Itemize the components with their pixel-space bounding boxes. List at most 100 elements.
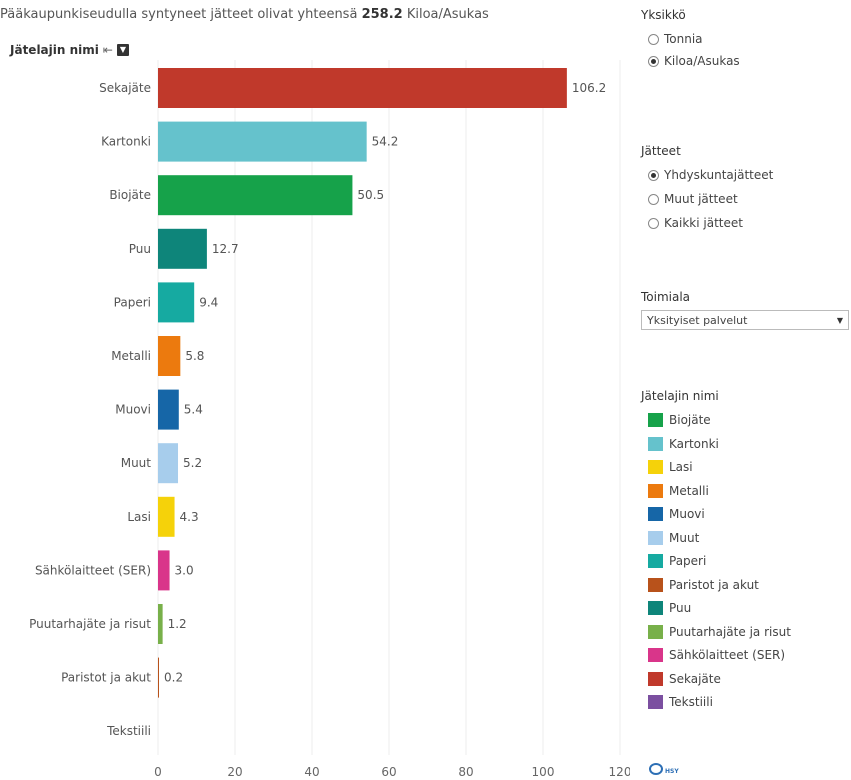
- category-label: Biojäte: [109, 188, 151, 202]
- value-label: 0.2: [164, 671, 183, 685]
- legend-title: Jätelajin nimi: [641, 389, 719, 403]
- bar[interactable]: [158, 175, 353, 216]
- bar[interactable]: [158, 336, 181, 376]
- legend-label: Kartonki: [669, 436, 719, 451]
- legend-label: Muovi: [669, 507, 705, 521]
- legend-item[interactable]: Puu: [648, 600, 691, 616]
- legend-item[interactable]: Sähkölaitteet (SER): [648, 647, 785, 663]
- radio-label: Kaikki jätteet: [664, 216, 743, 230]
- legend-swatch: [648, 577, 663, 592]
- unit-filter-title: Yksikkö: [641, 8, 686, 22]
- legend-swatch: [648, 648, 663, 662]
- category-label: Puu: [129, 242, 151, 256]
- bar[interactable]: [158, 443, 179, 484]
- legend-item[interactable]: Metalli: [648, 483, 709, 499]
- logo-text: HSY: [665, 768, 679, 775]
- legend-label: Lasi: [669, 460, 693, 474]
- value-label: 12.7: [212, 242, 239, 256]
- legend-label: Biojäte: [669, 413, 711, 427]
- legend-swatch: [648, 601, 663, 615]
- value-label: 54.2: [372, 135, 399, 149]
- value-label: 1.2: [168, 617, 187, 631]
- legend-label: Tekstiili: [669, 695, 713, 709]
- radio-button-icon[interactable]: [648, 193, 659, 205]
- category-label: Paristot ja akut: [61, 671, 151, 685]
- gridlines: [157, 60, 621, 755]
- field-header-label: Jätelajin nimi: [10, 43, 99, 57]
- legend-swatch: [648, 554, 663, 568]
- radio-unit-tonnia[interactable]: Tonnia: [648, 31, 703, 47]
- value-label: 4.3: [180, 510, 199, 524]
- value-label: 50.5: [357, 188, 384, 202]
- radio-label: Yhdyskuntajätteet: [664, 168, 774, 182]
- radio-button-icon[interactable]: [648, 217, 659, 229]
- bars: [158, 68, 567, 698]
- category-label: Lasi: [127, 510, 151, 524]
- legend-item[interactable]: Lasi: [648, 459, 693, 475]
- legend-label: Paristot ja akut: [669, 577, 759, 592]
- subtitle-text: Pääkaupunkiseudulla syntyneet jätteet ol…: [0, 7, 358, 22]
- legend-item[interactable]: Paperi: [648, 553, 706, 569]
- bar[interactable]: [158, 68, 567, 108]
- radio-label: Kiloa/Asukas: [664, 54, 740, 68]
- legend-label: Sähkölaitteet (SER): [669, 648, 786, 662]
- legend-item[interactable]: Biojäte: [648, 412, 711, 428]
- legend-swatch: [648, 436, 663, 451]
- radio-button-icon[interactable]: [648, 55, 659, 67]
- sort-descending-icon[interactable]: ⇤: [102, 43, 113, 57]
- legend-item[interactable]: Paristot ja akut: [648, 577, 759, 593]
- x-tick-label: 40: [304, 765, 319, 779]
- dropdown-value: Yksityiset palvelut: [647, 313, 748, 327]
- total-value: 258.2: [361, 7, 403, 22]
- legend-label: Puutarhajäte ja risut: [669, 624, 791, 639]
- legend-item[interactable]: Muovi: [648, 506, 705, 522]
- bar[interactable]: [158, 657, 159, 698]
- bar[interactable]: [158, 228, 207, 269]
- radio-label: Tonnia: [664, 32, 703, 46]
- x-tick-label: 120: [609, 765, 630, 779]
- x-tick-label: 100: [532, 765, 555, 779]
- radio-waste-yhdyskuntajatteet[interactable]: Yhdyskuntajätteet: [648, 167, 773, 183]
- bar[interactable]: [158, 496, 175, 537]
- field-header: Jätelajin nimi ⇤ ▼: [10, 43, 129, 57]
- industry-filter-title: Toimiala: [641, 290, 691, 304]
- legend-swatch: [648, 671, 663, 686]
- category-label: Paperi: [114, 295, 151, 309]
- category-label: Muovi: [115, 403, 151, 417]
- hsy-logo-icon: HSY: [649, 762, 679, 775]
- category-label: Puutarhajäte ja risut: [29, 617, 151, 631]
- value-label: 106.2: [572, 81, 606, 95]
- category-label: Sähkölaitteet (SER): [35, 563, 151, 577]
- category-label: Metalli: [111, 349, 151, 363]
- legend-swatch: [648, 530, 663, 545]
- legend-swatch: [648, 624, 663, 639]
- category-label: Kartonki: [101, 135, 151, 149]
- x-tick-label: 20: [227, 765, 242, 779]
- radio-button-icon[interactable]: [648, 33, 659, 45]
- radio-waste-muut-jatteet[interactable]: Muut jätteet: [648, 191, 738, 207]
- radio-waste-kaikki-jatteet[interactable]: Kaikki jätteet: [648, 215, 743, 231]
- radio-button-icon[interactable]: [648, 169, 659, 181]
- bar[interactable]: [158, 121, 367, 162]
- dropdown-menu-icon[interactable]: ▼: [116, 44, 129, 56]
- bar-chart: Sekajäte Kartonki Biojäte Puu Paperi Metalli M…: [29, 60, 630, 779]
- chevron-down-icon[interactable]: ▼: [836, 315, 843, 325]
- bar[interactable]: [158, 389, 179, 430]
- bar[interactable]: [158, 550, 170, 591]
- category-label: Tekstiili: [106, 724, 151, 738]
- industry-dropdown[interactable]: Yksityiset palvelut ▼: [641, 310, 849, 330]
- legend-label: Muut: [669, 530, 700, 545]
- legend-item[interactable]: Tekstiili: [648, 694, 713, 710]
- legend-swatch: [648, 695, 663, 709]
- legend-item[interactable]: Muut: [648, 530, 699, 546]
- x-tick-label: 80: [458, 765, 473, 779]
- legend-label: Sekajäte: [669, 671, 721, 686]
- bar[interactable]: [158, 604, 163, 644]
- value-label: 5.2: [183, 456, 202, 470]
- legend-item[interactable]: Sekajäte: [648, 671, 721, 687]
- legend-item[interactable]: Puutarhajäte ja risut: [648, 624, 791, 640]
- radio-label: Muut jätteet: [664, 192, 738, 206]
- bar[interactable]: [158, 282, 195, 323]
- legend-item[interactable]: Kartonki: [648, 436, 719, 452]
- radio-unit-kiloa-asukas[interactable]: Kiloa/Asukas: [648, 53, 740, 69]
